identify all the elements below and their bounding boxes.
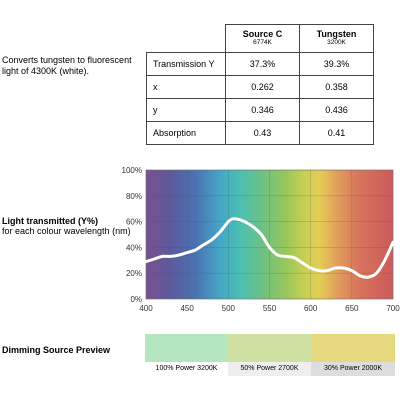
x-tick-label: 600 xyxy=(304,304,318,313)
chart-caption: Light transmitted (Y%) for each colour w… xyxy=(2,216,142,237)
spec-corner xyxy=(147,25,226,53)
x-tick-label: 550 xyxy=(263,304,277,313)
spec-col-sub: 6774K xyxy=(253,38,272,46)
preview-swatch-label: 50% Power 2700K xyxy=(228,362,311,376)
spec-cell: 0.41 xyxy=(299,121,374,145)
filter-description: Converts tungsten to fluorescent light o… xyxy=(2,55,132,77)
transmission-chart: 0% 20% 40% 60% 80% 100% 400 450 500 550 600 650 700 xyxy=(122,166,400,313)
spec-col-name: Tungsten xyxy=(316,29,357,40)
spec-col-tungsten: Tungsten 3200K xyxy=(299,24,374,53)
spec-row: y 0.346 0.436 xyxy=(146,98,374,122)
spec-row: Transmission Y 37.3% 39.3% xyxy=(146,52,374,76)
chart-title: Light transmitted (Y%) xyxy=(2,216,98,226)
spec-row-label: y xyxy=(146,98,226,122)
x-tick-label: 450 xyxy=(180,304,194,313)
spec-col-name: Source C xyxy=(242,29,283,40)
spectrum-background xyxy=(146,170,393,299)
spec-col-sub: 3200K xyxy=(327,38,346,46)
spec-cell: 0.436 xyxy=(299,98,374,122)
spec-header-row: Source C 6774K Tungsten 3200K xyxy=(147,24,374,53)
y-tick-label: 40% xyxy=(126,243,142,252)
preview-swatch-30 xyxy=(311,334,395,362)
transmission-line xyxy=(144,217,395,279)
y-tick-label: 80% xyxy=(126,192,142,201)
spec-table: Source C 6774K Tungsten 3200K Transmissi… xyxy=(146,24,374,145)
spec-cell: 0.43 xyxy=(225,121,300,145)
spec-row-label: x xyxy=(146,75,226,99)
plot-border xyxy=(145,169,394,300)
spec-cell: 0.358 xyxy=(299,75,374,99)
spec-row-label: Transmission Y xyxy=(146,52,226,76)
spec-row: x 0.262 0.358 xyxy=(146,75,374,99)
x-tick-label: 650 xyxy=(345,304,359,313)
spec-row: Absorption 0.43 0.41 xyxy=(146,121,374,145)
x-axis-ticks: 400 450 500 550 600 650 700 xyxy=(139,304,400,313)
y-tick-label: 100% xyxy=(122,166,142,175)
y-tick-label: 0% xyxy=(130,295,142,304)
x-tick-label: 700 xyxy=(386,304,400,313)
spec-col-source-c: Source C 6774K xyxy=(225,24,300,53)
preview-swatch-50 xyxy=(228,334,311,362)
y-tick-label: 60% xyxy=(126,218,142,227)
x-tick-label: 500 xyxy=(222,304,236,313)
spec-cell: 0.346 xyxy=(225,98,300,122)
preview-swatch-label: 100% Power 3200K xyxy=(145,362,228,376)
spec-cell: 39.3% xyxy=(299,52,374,76)
y-axis-ticks: 0% 20% 40% 60% 80% 100% xyxy=(122,166,142,304)
chart-subtitle: for each colour wavelength (nm) xyxy=(2,226,131,237)
spec-cell: 0.262 xyxy=(225,75,300,99)
y-tick-label: 20% xyxy=(126,269,142,278)
preview-swatch-100 xyxy=(145,334,228,362)
spec-row-label: Absorption xyxy=(146,121,226,145)
spec-cell: 37.3% xyxy=(225,52,300,76)
preview-label: Dimming Source Preview xyxy=(2,345,111,355)
preview-swatch-label: 30% Power 2000K xyxy=(311,362,395,376)
x-tick-label: 400 xyxy=(139,304,153,313)
